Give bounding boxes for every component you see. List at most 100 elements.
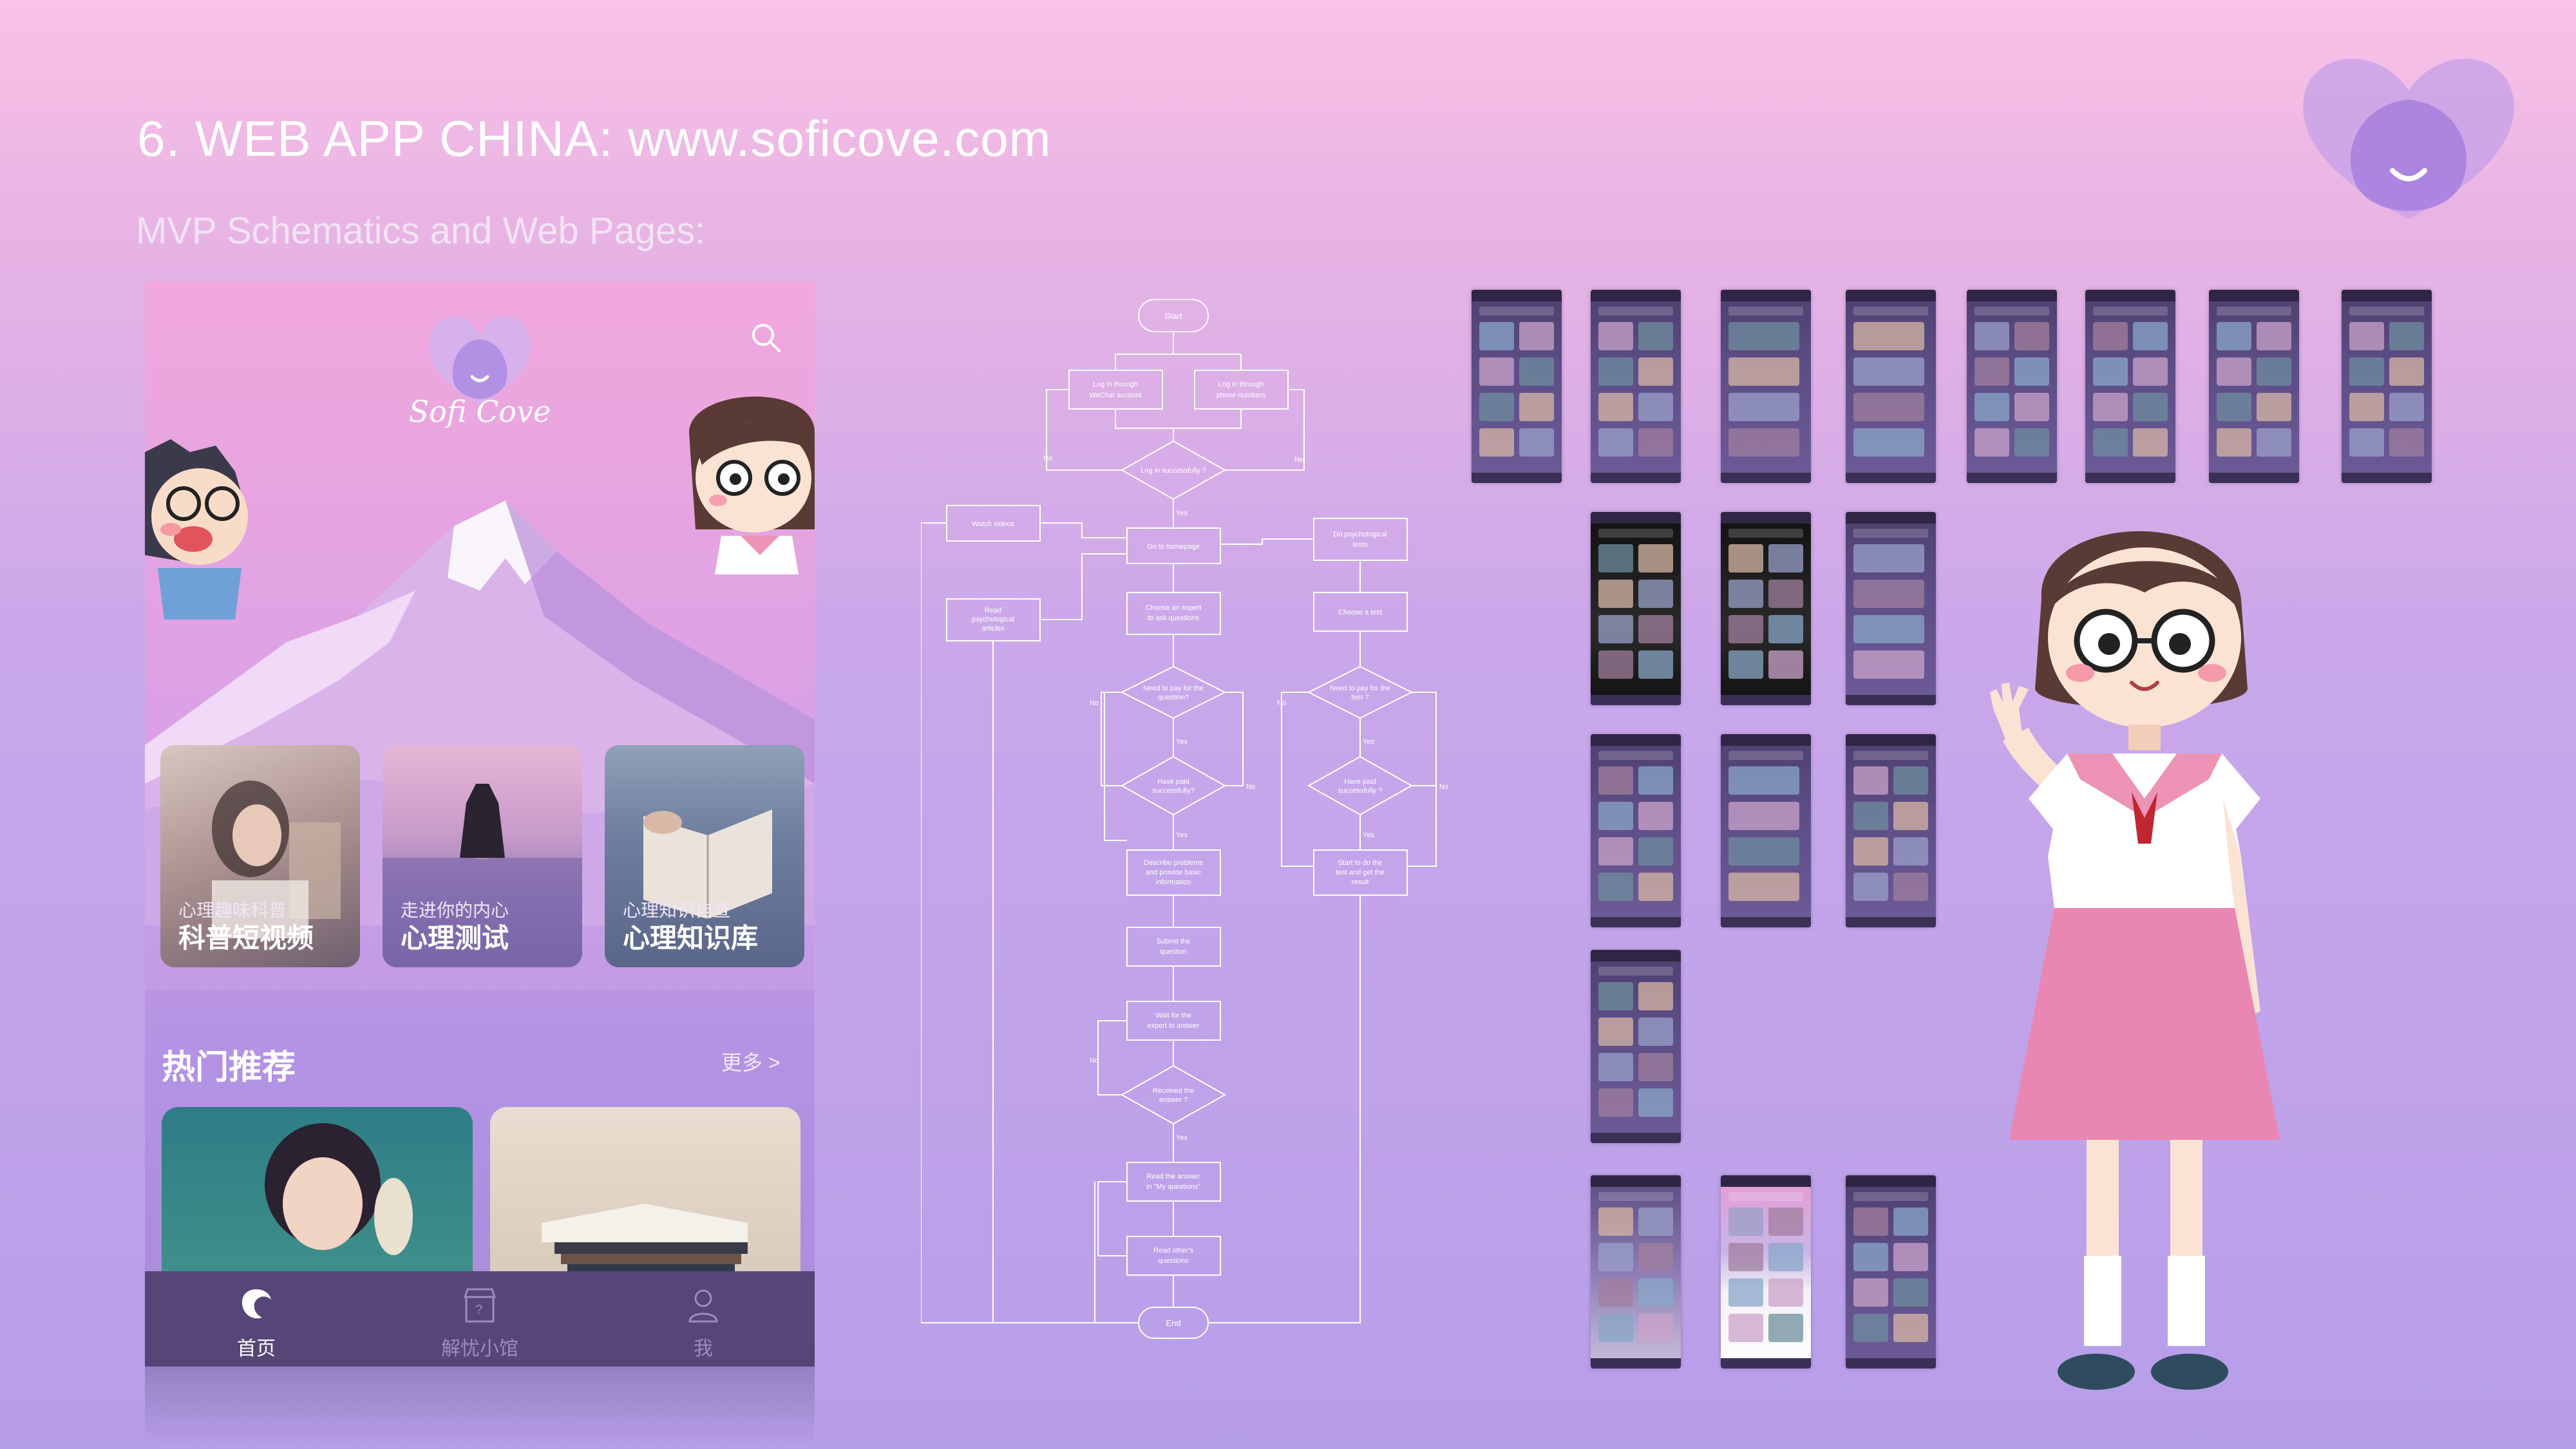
- svg-text:Yes: Yes: [1176, 509, 1188, 517]
- home-icon: [242, 1289, 271, 1319]
- svg-text:?: ?: [475, 1303, 482, 1317]
- app-screen-thumbnail: [1591, 290, 1681, 483]
- svg-text:Submit the: Submit the: [1157, 938, 1191, 945]
- svg-text:Need to pay for the: Need to pay for the: [1143, 685, 1204, 692]
- feature-card-knowledge[interactable]: 心理知识自查 心理知识库: [605, 745, 804, 967]
- app-screen-thumbnail: [1967, 290, 2057, 483]
- svg-text:question: question: [1160, 948, 1187, 956]
- card-label: 科普短视频: [178, 923, 314, 953]
- svg-text:questions: questions: [1158, 1257, 1189, 1265]
- svg-text:Yes: Yes: [1363, 738, 1374, 746]
- svg-text:Log in successfully ?: Log in successfully ?: [1141, 467, 1206, 475]
- svg-text:Have paid: Have paid: [1344, 778, 1376, 786]
- phone-mockup: Sofi Cove 心理趣: [145, 281, 815, 1367]
- svg-text:in "My questions": in "My questions": [1146, 1183, 1200, 1191]
- mascot-girl-illustration: [1990, 531, 2280, 1390]
- cartoon-girl-illustration: [689, 396, 815, 574]
- svg-text:Have paid: Have paid: [1157, 778, 1189, 786]
- svg-text:Yes: Yes: [1363, 831, 1374, 839]
- flow-paid-decision-2: [1307, 755, 1414, 816]
- app-screen-thumbnail: [1591, 734, 1681, 927]
- svg-text:successfully?: successfully?: [1152, 787, 1194, 795]
- app-screen-thumbnail: [1472, 290, 1562, 483]
- svg-text:tests: tests: [1352, 541, 1368, 549]
- flow-psych-tests: [1313, 518, 1408, 561]
- svg-text:Watch videos: Watch videos: [972, 520, 1014, 528]
- tab-home[interactable]: 首页: [145, 1271, 368, 1367]
- app-screen-thumbnail: [1591, 950, 1681, 1143]
- phone-reflection: [145, 1367, 815, 1449]
- svg-text:test and get the: test and get the: [1336, 869, 1385, 876]
- tab-me[interactable]: 我: [592, 1271, 815, 1367]
- more-link[interactable]: 更多 >: [721, 1051, 781, 1074]
- flow-read-others: [1126, 1236, 1221, 1276]
- app-screen-thumbnail: [1591, 512, 1681, 705]
- svg-text:phone numbers: phone numbers: [1217, 392, 1266, 399]
- app-screen-thumbnail: [1846, 734, 1936, 927]
- svg-text:Do psychological: Do psychological: [1333, 531, 1387, 538]
- svg-text:test ?: test ?: [1352, 694, 1369, 701]
- card-photo-sunset: [383, 784, 582, 967]
- card-label: 心理知识库: [623, 923, 759, 953]
- flow-pay-question-decision: [1120, 665, 1227, 719]
- svg-text:Start to do the: Start to do the: [1338, 859, 1382, 867]
- tab-shop[interactable]: ? 解忧小馆: [368, 1271, 591, 1367]
- svg-text:successfully ?: successfully ?: [1338, 787, 1382, 795]
- svg-text:No: No: [1090, 699, 1099, 707]
- svg-text:Yes: Yes: [1176, 1134, 1188, 1142]
- recommend-card-2[interactable]: [490, 1107, 800, 1274]
- card-label: 心理测试: [401, 923, 509, 953]
- svg-text:result: result: [1352, 878, 1369, 886]
- cartoon-boy-illustration: [145, 439, 248, 620]
- flow-submit-question: [1126, 927, 1221, 967]
- feature-card-test[interactable]: 走进你的内心 心理测试: [383, 745, 582, 967]
- app-screen-thumbnail: [2342, 290, 2432, 483]
- svg-text:Need to pay for the: Need to pay for the: [1330, 685, 1390, 692]
- flow-text: Start: [1164, 311, 1182, 321]
- flow-paid-decision-1: [1120, 755, 1227, 816]
- svg-text:WeChat account: WeChat account: [1089, 392, 1141, 399]
- app-screen-thumbnail: [1721, 734, 1811, 927]
- card-caption: 心理趣味科普: [178, 900, 287, 920]
- svg-text:No: No: [1277, 699, 1286, 707]
- svg-text:Wait for the: Wait for the: [1155, 1012, 1191, 1019]
- svg-text:No: No: [1439, 783, 1448, 791]
- svg-text:Log in through: Log in through: [1093, 381, 1138, 388]
- feature-card-video[interactable]: 心理趣味科普 科普短视频: [160, 745, 360, 967]
- flow-received-decision: [1120, 1065, 1227, 1125]
- flow-read-answer: [1126, 1162, 1221, 1202]
- tab-label: 解忧小馆: [441, 1338, 518, 1359]
- section-title-hot: 热门推荐: [162, 1049, 296, 1086]
- flow-wechat-login: [1068, 370, 1163, 410]
- app-screen-thumbnail: [1846, 512, 1936, 705]
- svg-text:Yes: Yes: [1176, 831, 1188, 839]
- card-photo-reading-woman: [212, 781, 341, 938]
- svg-text:No: No: [1090, 1057, 1099, 1065]
- svg-text:Read the answer: Read the answer: [1146, 1173, 1200, 1180]
- user-icon: [688, 1289, 718, 1323]
- card-caption: 走进你的内心: [401, 900, 509, 920]
- app-screen-thumbnail: [1591, 1175, 1681, 1368]
- flow-pay-test-decision: [1307, 665, 1414, 719]
- flow-choose-expert: [1126, 592, 1221, 635]
- brand-heart-icon: [429, 316, 531, 404]
- svg-text:End: End: [1166, 1318, 1180, 1328]
- svg-text:Read other's: Read other's: [1153, 1247, 1194, 1255]
- tab-label: 我: [694, 1338, 713, 1359]
- svg-text:and provide basic: and provide basic: [1146, 869, 1202, 876]
- search-icon[interactable]: [747, 319, 786, 357]
- svg-text:No: No: [1294, 456, 1303, 464]
- app-screen-thumbnail: [2085, 290, 2175, 483]
- svg-text:No: No: [1246, 783, 1255, 791]
- recommend-card-1[interactable]: [162, 1107, 473, 1274]
- recommend-photo-books: [542, 1204, 748, 1274]
- page-title: 6. WEB APP CHINA: www.soficove.com: [137, 110, 1052, 167]
- flow-phone-login: [1194, 370, 1289, 410]
- feature-cards: 心理趣味科普 科普短视频 走进你的内心 心理测试 心理知识自查 心理知识库: [160, 745, 804, 967]
- shop-icon: ?: [463, 1288, 497, 1323]
- app-screen-thumbnail: [2209, 290, 2299, 483]
- page-subtitle: MVP Schematics and Web Pages:: [136, 210, 706, 252]
- user-flowchart: Start Log in through WeChat account Log …: [921, 299, 1448, 1339]
- svg-text:Received the: Received the: [1153, 1087, 1194, 1095]
- flow-wait-answer: [1126, 1001, 1221, 1041]
